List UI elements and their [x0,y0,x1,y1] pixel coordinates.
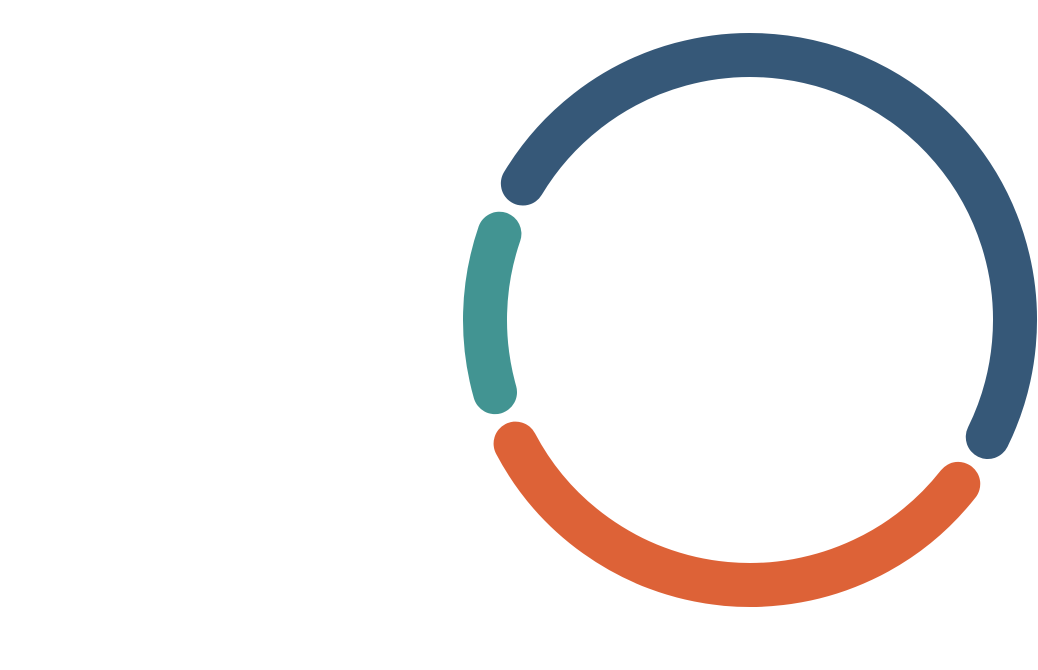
donut-slice-2 [493,421,981,607]
donut-slice-3 [463,211,522,415]
donut-slice-1 [500,33,1037,459]
